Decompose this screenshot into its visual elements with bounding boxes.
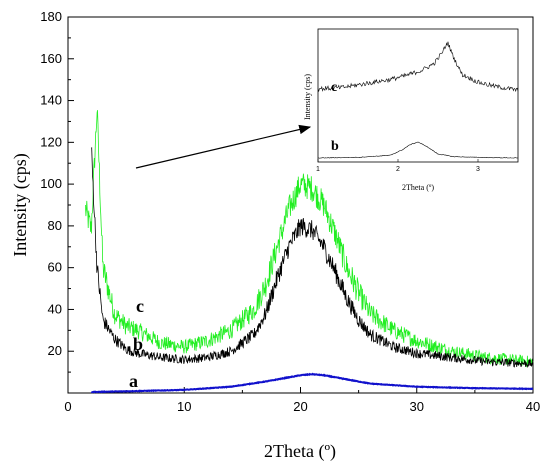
series-label-c: c bbox=[136, 296, 144, 316]
inset-x-axis-title: 2Theta (º) bbox=[402, 183, 434, 192]
x-tick-label: 10 bbox=[177, 399, 191, 414]
zoom-arrow bbox=[135, 124, 312, 169]
inset-series-label-b: b bbox=[331, 139, 339, 154]
y-tick-label: 160 bbox=[40, 51, 62, 66]
series-label-b: b bbox=[133, 334, 143, 354]
x-tick-label: 20 bbox=[293, 399, 307, 414]
inset-series-group bbox=[317, 41, 519, 159]
x-tick-label: 0 bbox=[64, 399, 71, 414]
inset-x-tick-label: 1 bbox=[316, 166, 320, 173]
y-tick-label: 60 bbox=[48, 260, 62, 275]
inset-series-line-b bbox=[317, 141, 519, 159]
series-label-a: a bbox=[129, 371, 138, 391]
inset-y-axis-title: Intensity (cps) bbox=[303, 74, 312, 120]
y-tick-label: 40 bbox=[48, 301, 62, 316]
y-axis-title: Intensity (cps) bbox=[10, 153, 31, 256]
series-line-a bbox=[90, 372, 533, 394]
inset-frame bbox=[317, 28, 519, 163]
y-tick-label: 100 bbox=[40, 176, 62, 191]
y-tick-label: 80 bbox=[48, 218, 62, 233]
y-tick-label: 180 bbox=[40, 9, 62, 24]
series-line-b bbox=[91, 146, 534, 369]
inset-axis-ticks: 1 2 3 bbox=[316, 159, 480, 173]
x-axis-title: 2Theta (º) bbox=[264, 441, 336, 462]
axis-ticks: 0 10 20 30 40 20 40 60 80 100 120 140 160 180 bbox=[40, 9, 540, 414]
series-group bbox=[85, 110, 534, 394]
inset-series-label-c: c bbox=[331, 80, 337, 95]
inset-x-tick-label: 2 bbox=[396, 166, 400, 173]
inset-x-tick-label: 3 bbox=[476, 166, 480, 173]
x-tick-label: 30 bbox=[410, 399, 424, 414]
y-tick-label: 140 bbox=[40, 93, 62, 108]
y-tick-label: 120 bbox=[40, 134, 62, 149]
inset-series-line-c bbox=[317, 41, 519, 93]
x-tick-label: 40 bbox=[526, 399, 540, 414]
y-tick-label: 20 bbox=[48, 343, 62, 358]
